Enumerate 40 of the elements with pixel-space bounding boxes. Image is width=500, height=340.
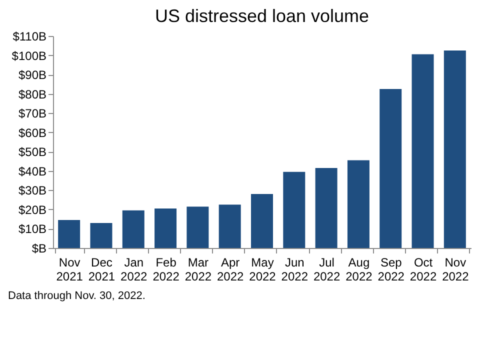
x-tick-label: Jun 2022 [281, 256, 308, 284]
bar [315, 168, 338, 248]
y-tick-label: $40B [18, 164, 46, 178]
x-tick-label: Sep 2022 [378, 256, 405, 284]
x-tick-label: Feb 2022 [152, 256, 180, 284]
y-tick-label: $80B [18, 87, 46, 102]
bar [218, 204, 241, 248]
x-tick-label: Aug 2022 [346, 256, 373, 284]
bar [58, 220, 80, 248]
y-tick-label: $30B [18, 184, 46, 198]
x-tick-label: May 2022 [249, 256, 276, 284]
y-tick-label: $10B [18, 222, 46, 236]
y-tick-label: $B [32, 242, 46, 256]
text: Data through Nov. 30, 2022. [8, 290, 146, 302]
y-tick-label: $110B [12, 30, 46, 44]
x-tick-label: Nov 2021 [56, 256, 84, 284]
y-tick-label: $50B [18, 145, 46, 160]
bar [122, 210, 144, 248]
y-tick-label: $100B [12, 48, 46, 63]
bar [251, 194, 273, 248]
y-tick-label: $70B [18, 106, 46, 121]
y-tick-label: $20B [18, 202, 46, 217]
bar [186, 206, 209, 248]
chart-title: US distressed loan volume [154, 6, 370, 26]
x-tick-label: Apr 2022 [216, 256, 244, 284]
bar [347, 160, 370, 248]
bar [283, 172, 306, 248]
x-tick-label: Mar 2022 [184, 256, 212, 284]
y-tick-label: $60B [18, 126, 46, 140]
x-tick-label: Nov 2022 [442, 256, 470, 284]
bar [412, 54, 434, 248]
x-tick-label: Jul 2022 [313, 256, 340, 284]
bar [90, 222, 112, 248]
x-tick-label: Jan 2022 [120, 256, 148, 284]
bar [444, 50, 466, 248]
x-tick-label: Dec 2021 [88, 256, 116, 284]
bar [154, 208, 177, 248]
bar [380, 89, 402, 248]
y-tick-label: $90B [18, 68, 46, 82]
x-tick-label: Oct 2022 [410, 256, 437, 284]
